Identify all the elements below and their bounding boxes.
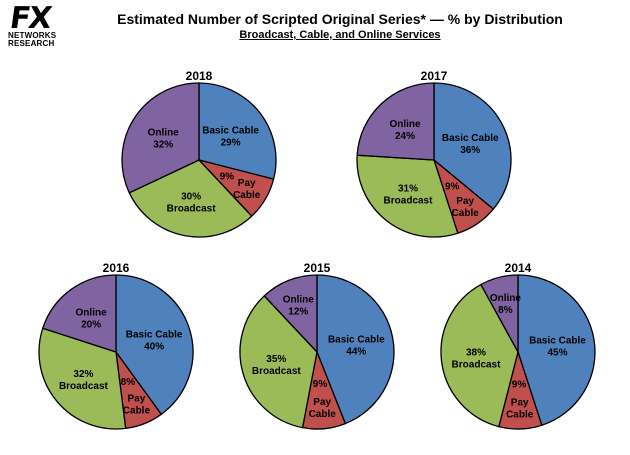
pie-label-2015-online-value: 12% bbox=[288, 307, 308, 318]
pie-label-2017-basic-cable-name: Basic Cable bbox=[442, 133, 499, 144]
pie-label-2017-pay-cable-value: 9% bbox=[445, 182, 460, 193]
chart-title: Estimated Number of Scripted Original Se… bbox=[117, 11, 563, 27]
pie-label-2018-online-value: 32% bbox=[153, 139, 173, 150]
pie-title-2017: 2017 bbox=[421, 69, 448, 83]
pie-label-2016-online-value: 20% bbox=[81, 320, 101, 331]
pie-label-2017-online-value: 24% bbox=[395, 131, 415, 142]
pie-label-2017-broadcast-value: 31% bbox=[398, 184, 418, 195]
pie-label-2016-basic-cable-value: 40% bbox=[144, 342, 164, 353]
pie-slice-2017-basic-cable bbox=[433, 82, 512, 210]
pie-label-2017-broadcast-name: Broadcast bbox=[384, 196, 434, 207]
pie-label-2016-broadcast-name: Broadcast bbox=[59, 381, 109, 392]
pie-slice-2014-broadcast bbox=[440, 283, 519, 428]
pie-label-2016-pay-cable-name-1: Pay bbox=[128, 394, 146, 405]
pie-label-2018-broadcast-value: 30% bbox=[181, 192, 201, 203]
pie-label-2014-basic-cable-value: 45% bbox=[547, 348, 567, 359]
pie-label-2015-online-name: Online bbox=[283, 295, 315, 306]
pie-label-2018-pay-cable-value: 9% bbox=[220, 172, 235, 183]
pie-slice-2018-online bbox=[121, 82, 200, 194]
pie-label-2015-broadcast-value: 35% bbox=[266, 354, 286, 365]
pie-label-2016-pay-cable-value: 8% bbox=[121, 377, 136, 388]
pie-label-2014-basic-cable-name: Basic Cable bbox=[529, 336, 586, 347]
pie-label-2016-basic-cable-name: Basic Cable bbox=[126, 330, 183, 341]
fx-networks-research-logo: FX NETWORKS RESEARCH bbox=[8, 1, 68, 48]
pie-label-2018-basic-cable-name: Basic Cable bbox=[202, 126, 259, 137]
pie-label-2016-pay-cable-name-2: Cable bbox=[123, 406, 151, 417]
pie-label-2018-pay-cable-name-2: Cable bbox=[233, 190, 261, 201]
pie-label-2014-pay-cable-name-1: Pay bbox=[511, 397, 529, 408]
pie-label-2015-basic-cable-name: Basic Cable bbox=[328, 335, 385, 346]
pie-slice-2018-basic-cable bbox=[198, 82, 277, 180]
pie-label-2018-pay-cable-name-1: Pay bbox=[238, 178, 256, 189]
pie-slice-2015-broadcast bbox=[239, 295, 318, 429]
pie-slice-2017-broadcast bbox=[356, 154, 459, 238]
chart-subtitle: Broadcast, Cable, and Online Services bbox=[80, 28, 600, 42]
pie-label-2014-online-value: 8% bbox=[498, 305, 513, 316]
pie-title-2015: 2015 bbox=[304, 261, 331, 275]
pie-title-2018: 2018 bbox=[186, 69, 213, 83]
pie-title-2016: 2016 bbox=[103, 261, 130, 275]
pie-label-2016-online-name: Online bbox=[76, 308, 108, 319]
pie-slice-2016-broadcast bbox=[38, 327, 127, 430]
pie-slice-2014-basic-cable bbox=[517, 274, 596, 426]
pie-label-2015-pay-cable-name-1: Pay bbox=[313, 397, 331, 408]
logo-line-networks: NETWORKS bbox=[8, 31, 57, 40]
pie-label-2015-pay-cable-value: 9% bbox=[313, 379, 328, 390]
pie-title-2014: 2014 bbox=[505, 261, 532, 275]
pie-slice-2014-online bbox=[480, 274, 519, 353]
pie-label-2014-broadcast-value: 38% bbox=[466, 347, 486, 358]
pie-slice-2015-basic-cable bbox=[316, 274, 395, 425]
pie-label-2014-online-name: Online bbox=[490, 293, 522, 304]
pie-label-2014-broadcast-name: Broadcast bbox=[452, 359, 502, 370]
pie-slice-2018-broadcast bbox=[128, 159, 253, 238]
pie-label-2017-pay-cable-name-2: Cable bbox=[452, 208, 480, 219]
pie-slice-2016-online bbox=[42, 274, 117, 353]
pie-label-2015-broadcast-name: Broadcast bbox=[252, 366, 302, 377]
pie-label-2017-basic-cable-value: 36% bbox=[460, 145, 480, 156]
pie-slice-2017-online bbox=[356, 82, 435, 161]
pie-label-2015-basic-cable-value: 44% bbox=[346, 347, 366, 358]
pie-slice-2015-online bbox=[263, 274, 318, 353]
pie-label-2014-pay-cable-name-2: Cable bbox=[506, 409, 534, 420]
pie-label-2018-basic-cable-value: 29% bbox=[221, 138, 241, 149]
pie-label-2017-online-name: Online bbox=[389, 119, 421, 130]
pie-slice-2016-basic-cable bbox=[115, 274, 194, 415]
chart-subtitle-text: Broadcast, Cable, and Online Services bbox=[239, 29, 441, 41]
pie-label-2018-broadcast-name: Broadcast bbox=[167, 204, 217, 215]
pie-label-2016-broadcast-value: 32% bbox=[73, 369, 93, 380]
pie-label-2015-pay-cable-name-2: Cable bbox=[309, 409, 337, 420]
logo-line-research: RESEARCH bbox=[8, 39, 55, 48]
pie-label-2014-pay-cable-value: 9% bbox=[512, 379, 527, 390]
pie-label-2017-pay-cable-name-1: Pay bbox=[456, 196, 474, 207]
pie-label-2018-online-name: Online bbox=[148, 127, 180, 138]
